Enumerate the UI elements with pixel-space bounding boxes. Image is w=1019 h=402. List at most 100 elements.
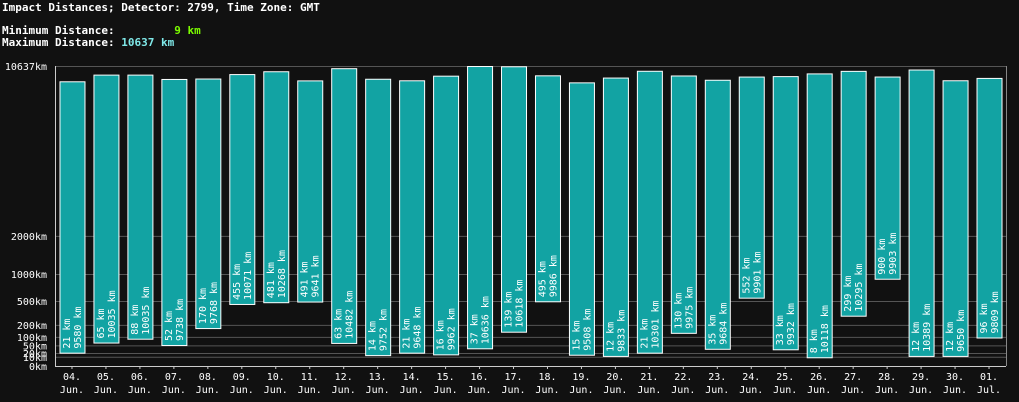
bar-min-label-7: 491 km	[300, 261, 311, 297]
x-tick-month-8: Jun.	[332, 385, 356, 396]
bar-16	[602, 77, 629, 357]
bar-min-label-17: 21 km	[639, 319, 650, 349]
bar-2	[127, 74, 154, 340]
x-tick-month-23: Jun.	[841, 385, 865, 396]
x-tick-month-3: Jun.	[162, 385, 186, 396]
y-tick-label-3: 50km	[23, 341, 47, 352]
bar-24	[874, 76, 901, 280]
bar-min-label-15: 15 km	[571, 321, 582, 351]
bar-min-label-14: 495 km	[537, 261, 548, 297]
bar-min-label-1: 65 km	[96, 308, 107, 338]
x-tick-day-4: 08.	[199, 372, 217, 383]
bar-8	[331, 68, 358, 344]
bar-max-label-12: 10636 km	[481, 296, 492, 344]
x-tick-day-10: 14.	[403, 372, 421, 383]
bar-max-label-7: 9641 km	[311, 255, 322, 297]
x-tick-month-11: Jun.	[434, 385, 458, 396]
bar-max-label-0: 9580 km	[73, 307, 84, 349]
x-tick-month-4: Jun.	[196, 385, 220, 396]
bar-max-label-3: 9738 km	[175, 299, 186, 341]
bar-max-label-23: 10295 km	[854, 264, 865, 312]
x-tick-month-21: Jun.	[773, 385, 797, 396]
bar-max-label-5: 10071 km	[243, 252, 254, 300]
x-tick-month-15: Jun.	[569, 385, 593, 396]
bar-27	[976, 77, 1003, 339]
x-tick-day-20: 24.	[742, 372, 760, 383]
x-tick-month-22: Jun.	[807, 385, 831, 396]
y-tick-label-6: 500km	[17, 297, 47, 308]
bar-max-label-27: 9809 km	[990, 291, 1001, 333]
bar-max-label-4: 9768 km	[209, 282, 220, 324]
x-tick-day-18: 22.	[674, 372, 692, 383]
x-tick-day-6: 10.	[267, 372, 285, 383]
bar-3	[161, 78, 188, 347]
bar-min-label-5: 455 km	[232, 264, 243, 300]
maximum-distance: Maximum Distance: 10637 km	[2, 37, 174, 49]
x-tick-month-17: Jun.	[637, 385, 661, 396]
y-tick-label-2: 20km	[23, 349, 47, 360]
bar-min-label-26: 12 km	[945, 322, 956, 352]
bar-min-label-22: 8 km	[809, 329, 820, 353]
x-tick-day-8: 12.	[335, 372, 353, 383]
bar-min-label-2: 88 km	[130, 305, 141, 335]
x-tick-month-20: Jun.	[739, 385, 763, 396]
bar-min-label-3: 52 km	[164, 311, 175, 341]
minimum-distance-label: Minimum Distance:	[2, 24, 115, 37]
x-tick-month-24: Jun.	[875, 385, 899, 396]
bar-12	[467, 66, 494, 350]
x-tick-day-9: 13.	[369, 372, 387, 383]
bar-15	[568, 82, 595, 356]
y-tick-label-8: 2000km	[11, 232, 47, 243]
bar-min-label-18: 130 km	[673, 293, 684, 329]
y-tick-label-9: 10637km	[5, 62, 47, 73]
y-tick-label-4: 100km	[17, 333, 47, 344]
bar-25	[908, 69, 935, 357]
x-tick-day-12: 16.	[471, 372, 489, 383]
bar-4	[195, 78, 222, 330]
bar-min-label-27: 96 km	[979, 303, 990, 333]
bar-max-label-2: 10035 km	[141, 287, 152, 335]
bar-max-label-18: 9975 km	[684, 287, 695, 329]
x-tick-day-22: 26.	[810, 372, 828, 383]
x-tick-month-25: Jun.	[909, 385, 933, 396]
x-tick-month-14: Jun.	[535, 385, 559, 396]
x-tick-month-19: Jun.	[705, 385, 729, 396]
bar-max-label-21: 9932 km	[786, 303, 797, 345]
bar-min-label-20: 552 km	[741, 258, 752, 294]
bar-6	[263, 71, 290, 304]
x-tick-day-26: 30.	[946, 372, 964, 383]
x-tick-month-9: Jun.	[366, 385, 390, 396]
bar-max-label-20: 9901 km	[752, 252, 763, 294]
y-tick-label-1: 10km	[23, 353, 47, 364]
bar-21	[772, 76, 799, 351]
x-tick-day-17: 21.	[640, 372, 658, 383]
bar-min-label-19: 35 km	[707, 315, 718, 345]
bar-19	[704, 79, 731, 350]
bar-10	[399, 80, 426, 354]
bar-max-label-17: 10301 km	[650, 300, 661, 348]
x-tick-day-1: 05.	[97, 372, 115, 383]
bar-14	[534, 75, 561, 303]
bar-min-label-12: 37 km	[470, 314, 481, 344]
bar-min-label-8: 63 km	[334, 309, 345, 339]
bar-17	[636, 70, 663, 354]
x-tick-month-2: Jun.	[128, 385, 152, 396]
bar-max-label-10: 9648 km	[413, 307, 424, 349]
x-tick-day-5: 09.	[233, 372, 251, 383]
bar-11	[433, 75, 460, 356]
bar-min-label-13: 139 km	[504, 292, 515, 328]
x-tick-month-27: Jul.	[977, 385, 1001, 396]
bar-max-label-11: 9962 km	[447, 308, 458, 350]
maximum-distance-value: 10637 km	[121, 36, 175, 49]
bar-max-label-8: 10482 km	[345, 291, 356, 339]
bar-18	[670, 75, 697, 334]
bar-max-label-16: 9833 km	[616, 310, 627, 352]
minimum-distance: Minimum Distance: 9 km	[2, 25, 201, 37]
x-tick-day-0: 04.	[63, 372, 81, 383]
bar-max-label-13: 10618 km	[515, 280, 526, 328]
x-tick-month-6: Jun.	[264, 385, 288, 396]
x-tick-day-27: 01.	[980, 372, 998, 383]
bar-13	[501, 66, 528, 333]
bar-max-label-9: 9752 km	[379, 309, 390, 351]
